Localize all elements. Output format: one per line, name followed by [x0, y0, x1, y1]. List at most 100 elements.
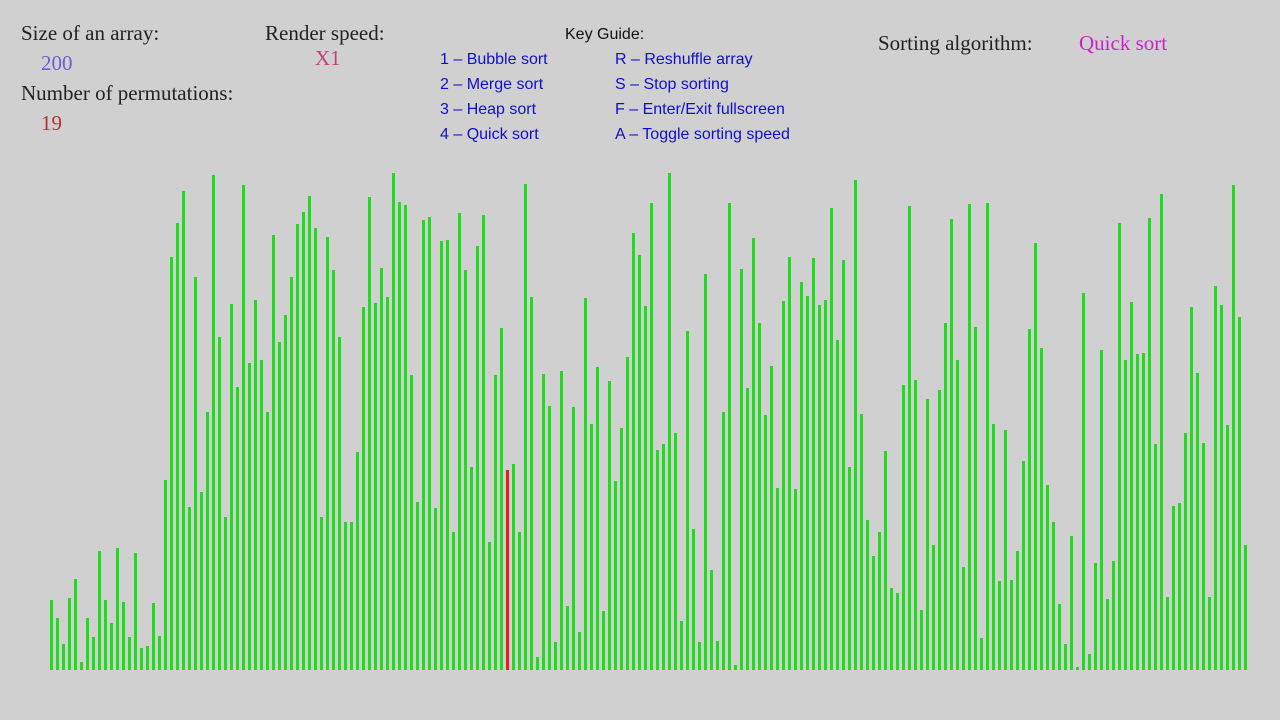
- array-bar: [920, 610, 923, 670]
- array-bar: [344, 522, 347, 670]
- array-bar: [410, 375, 413, 670]
- array-bar: [980, 638, 983, 670]
- array-bar: [764, 415, 767, 670]
- array-bar: [1022, 461, 1025, 670]
- array-bar: [194, 277, 197, 670]
- array-bar: [1160, 194, 1163, 670]
- array-bar: [836, 340, 839, 670]
- array-bar: [782, 301, 785, 670]
- array-bar: [824, 300, 827, 670]
- array-bar: [308, 196, 311, 670]
- array-bar: [854, 180, 857, 670]
- array-bar: [896, 593, 899, 670]
- array-bar: [164, 480, 167, 670]
- array-bar: [386, 297, 389, 670]
- array-bar: [380, 268, 383, 670]
- array-bar: [1100, 350, 1103, 670]
- array-bar: [272, 235, 275, 670]
- array-bar: [74, 579, 77, 670]
- array-bar: [1118, 223, 1121, 670]
- array-bar: [446, 240, 449, 670]
- array-bar: [86, 618, 89, 670]
- array-bar: [998, 581, 1001, 670]
- array-bar: [686, 331, 689, 670]
- array-bar: [404, 205, 407, 670]
- array-bar: [1178, 503, 1181, 670]
- array-bar: [698, 642, 701, 670]
- array-bar: [512, 464, 515, 670]
- array-bar: [1076, 667, 1079, 670]
- array-bar: [530, 297, 533, 670]
- array-bar: [788, 257, 791, 670]
- array-bar: [296, 224, 299, 670]
- array-bar: [1130, 302, 1133, 670]
- array-bar: [716, 641, 719, 670]
- array-bar: [1238, 317, 1241, 670]
- array-bar: [290, 277, 293, 670]
- array-bar: [1142, 353, 1145, 670]
- array-bar: [1028, 329, 1031, 670]
- array-bar: [260, 360, 263, 670]
- array-bar: [710, 570, 713, 670]
- array-bar: [98, 551, 101, 670]
- array-bar: [1040, 348, 1043, 670]
- array-bar: [116, 548, 119, 670]
- array-bar: [572, 407, 575, 670]
- array-bar: [608, 381, 611, 670]
- array-bar: [1004, 430, 1007, 670]
- array-bar: [656, 450, 659, 670]
- permutations-label: Number of permutations:: [21, 81, 234, 105]
- array-bar: [500, 328, 503, 670]
- array-bar: [866, 520, 869, 670]
- array-bar: [632, 233, 635, 670]
- array-bar: [734, 665, 737, 670]
- array-bar: [578, 632, 581, 670]
- array-bar: [800, 282, 803, 670]
- array-bar: [242, 185, 245, 670]
- array-bar: [254, 300, 257, 670]
- array-bar: [986, 203, 989, 670]
- array-bar: [1112, 561, 1115, 670]
- array-bar: [470, 467, 473, 670]
- array-bar: [884, 451, 887, 670]
- array-bar: [722, 412, 725, 670]
- array-bar: [1136, 354, 1139, 670]
- array-bar: [128, 637, 131, 670]
- array-bar: [122, 602, 125, 670]
- array-bar: [542, 374, 545, 670]
- array-bar: [1070, 536, 1073, 670]
- key-guide-item: R – Reshuffle array: [615, 51, 753, 68]
- array-bar: [158, 636, 161, 670]
- array-bar: [56, 618, 59, 670]
- array-bar: [674, 433, 677, 670]
- array-bar: [860, 414, 863, 670]
- array-bar: [776, 488, 779, 670]
- array-bar: [278, 342, 281, 670]
- array-bar: [284, 315, 287, 670]
- array-bar: [236, 387, 239, 670]
- array-bar: [1106, 599, 1109, 670]
- array-bar: [644, 306, 647, 670]
- array-bar: [950, 219, 953, 670]
- array-bar: [566, 606, 569, 670]
- array-bar: [1052, 522, 1055, 670]
- size-value: 200: [41, 51, 73, 75]
- array-bar: [758, 323, 761, 670]
- array-bar: [1232, 185, 1235, 670]
- array-bar: [614, 481, 617, 670]
- array-bar: [962, 567, 965, 670]
- array-bar: [170, 257, 173, 670]
- array-bar: [902, 385, 905, 670]
- array-bar: [842, 260, 845, 670]
- array-bar: [1088, 654, 1091, 670]
- array-bar: [680, 621, 683, 670]
- array-bar: [1010, 580, 1013, 670]
- array-bar: [794, 489, 797, 670]
- array-bar: [92, 637, 95, 670]
- array-bar: [650, 203, 653, 670]
- array-bar: [746, 388, 749, 670]
- array-bar: [992, 424, 995, 670]
- array-bar: [554, 642, 557, 670]
